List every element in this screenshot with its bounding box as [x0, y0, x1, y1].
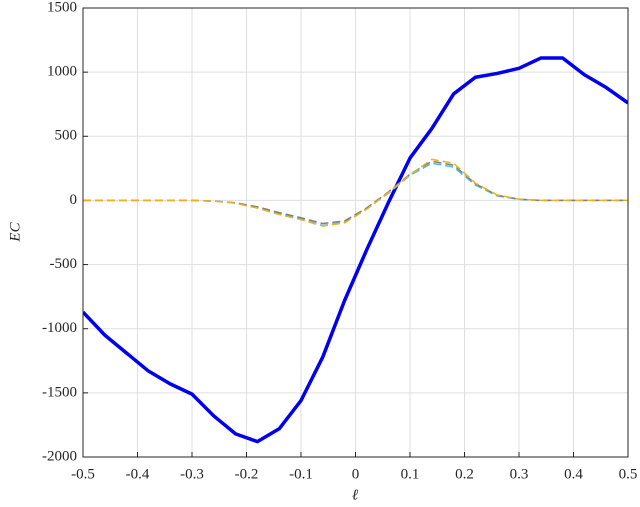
- y-axis-label: EC: [7, 221, 23, 242]
- x-axis-label: ℓ: [352, 487, 358, 503]
- x-tick-label: 0.1: [401, 466, 420, 482]
- x-tick-label: -0.2: [235, 466, 259, 482]
- y-tick-label: 1500: [47, 0, 77, 15]
- x-tick-label: -0.1: [289, 466, 313, 482]
- plot-frame: [82, 7, 629, 458]
- y-tick-label: -1500: [42, 384, 77, 400]
- x-tick-label: 0.2: [455, 466, 474, 482]
- x-tick-label: 0.4: [564, 466, 583, 482]
- y-tick-label: -500: [50, 256, 78, 272]
- y-tick-label: -1000: [42, 320, 77, 336]
- x-tick-label: 0: [352, 466, 360, 482]
- y-tick-label: -2000: [42, 448, 77, 464]
- x-tick-label: -0.5: [71, 466, 95, 482]
- series-line: [83, 158, 628, 227]
- x-tick-label: -0.3: [180, 466, 204, 482]
- x-tick-label: 0.3: [510, 466, 529, 482]
- y-tick-label: 500: [55, 128, 78, 144]
- x-tick-label: -0.4: [126, 466, 150, 482]
- x-tick-label: 0.5: [619, 466, 638, 482]
- y-tick-label: 1000: [47, 64, 77, 80]
- series-line: [83, 56, 628, 444]
- y-tick-label: 0: [70, 192, 78, 208]
